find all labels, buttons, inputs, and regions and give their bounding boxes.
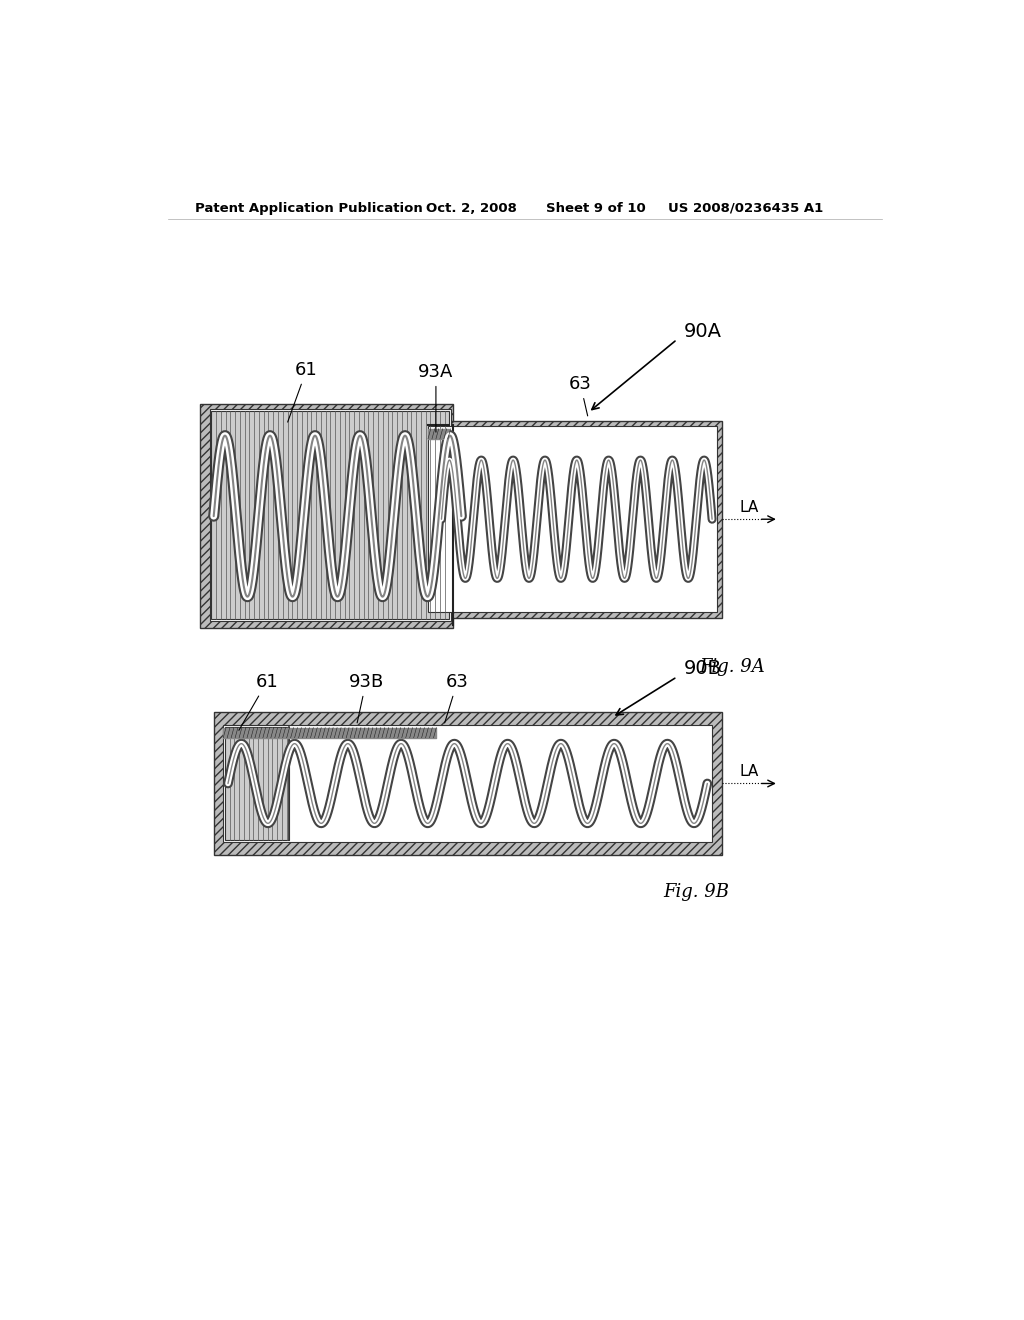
Text: 63: 63	[569, 375, 592, 416]
Text: Sheet 9 of 10: Sheet 9 of 10	[546, 202, 646, 215]
Bar	[214, 713, 722, 854]
Bar	[210, 409, 451, 620]
Text: LA: LA	[739, 500, 759, 515]
Text: Patent Application Publication: Patent Application Publication	[196, 202, 423, 215]
Text: 61: 61	[239, 673, 279, 730]
Text: LA: LA	[739, 764, 759, 779]
Text: 63: 63	[444, 673, 469, 723]
Bar	[428, 425, 717, 611]
Text: Fig. 9A: Fig. 9A	[699, 657, 765, 676]
Bar	[211, 412, 449, 619]
Text: Oct. 2, 2008: Oct. 2, 2008	[426, 202, 516, 215]
Bar	[223, 725, 712, 842]
Text: 93B: 93B	[348, 673, 384, 723]
Text: Fig. 9B: Fig. 9B	[664, 883, 730, 902]
Text: 93A: 93A	[418, 363, 454, 432]
Text: 90A: 90A	[684, 322, 722, 341]
Bar	[225, 726, 289, 841]
Text: 90B: 90B	[684, 659, 722, 678]
Bar	[423, 421, 722, 618]
Text: US 2008/0236435 A1: US 2008/0236435 A1	[668, 202, 823, 215]
Bar	[201, 404, 454, 628]
Text: 61: 61	[288, 360, 317, 422]
